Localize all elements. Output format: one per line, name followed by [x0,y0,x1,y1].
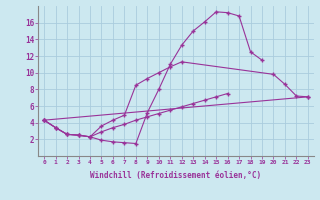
X-axis label: Windchill (Refroidissement éolien,°C): Windchill (Refroidissement éolien,°C) [91,171,261,180]
